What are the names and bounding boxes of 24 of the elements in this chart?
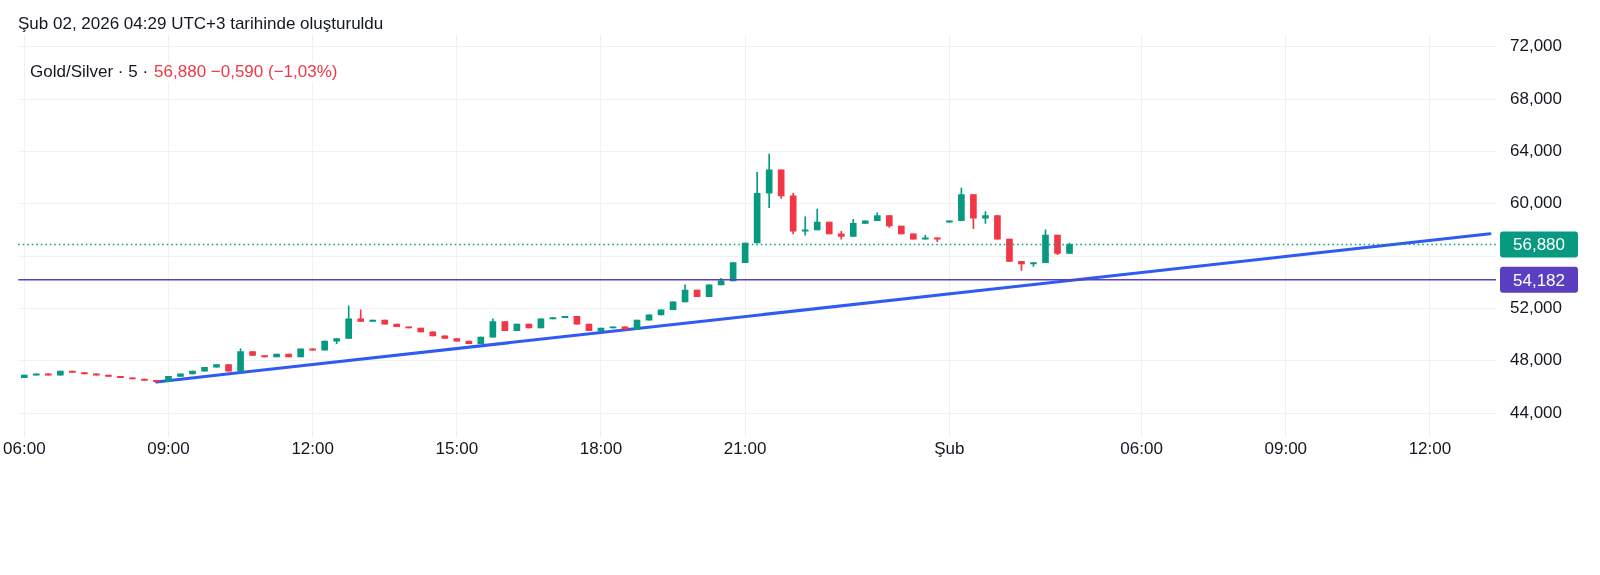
ref-line-label: 54,182 xyxy=(1513,270,1565,290)
y-tick-label: 64,000 xyxy=(1510,141,1562,161)
y-tick-label: 68,000 xyxy=(1510,88,1562,108)
x-tick-label: 06:00 xyxy=(1120,439,1163,459)
x-tick-label: Şub xyxy=(934,439,965,459)
text: Gold/Silver · 5 · xyxy=(30,62,149,81)
y-tick-label: 52,000 xyxy=(1510,298,1562,318)
candlestick xyxy=(801,216,809,236)
y-tick-label: 60,000 xyxy=(1510,193,1562,213)
x-tick-label: 21:00 xyxy=(723,439,767,459)
annotation: 56,880 −0,590 (−1,03%) xyxy=(154,62,338,81)
x-tick-label: 18:00 xyxy=(579,439,623,459)
x-tick-label: 15:00 xyxy=(435,439,479,459)
x-tick-label: 12:00 xyxy=(1408,439,1452,459)
ref-line-label: 56,880 xyxy=(1513,235,1565,255)
x-tick-label: 06:00 xyxy=(3,439,46,459)
y-tick-label: 48,000 xyxy=(1510,350,1562,370)
chart-title: Şub 02, 2026 04:29 UTC+3 tarihinde oluşturuldu xyxy=(18,14,384,34)
y-tick-label: 72,000 xyxy=(1510,36,1562,56)
candlestick xyxy=(357,309,365,322)
x-tick-label: 12:00 xyxy=(291,439,334,459)
x-tick-label: 09:00 xyxy=(147,439,190,459)
x-tick-label: 09:00 xyxy=(1264,439,1308,459)
y-tick-label: 44,000 xyxy=(1510,402,1562,422)
